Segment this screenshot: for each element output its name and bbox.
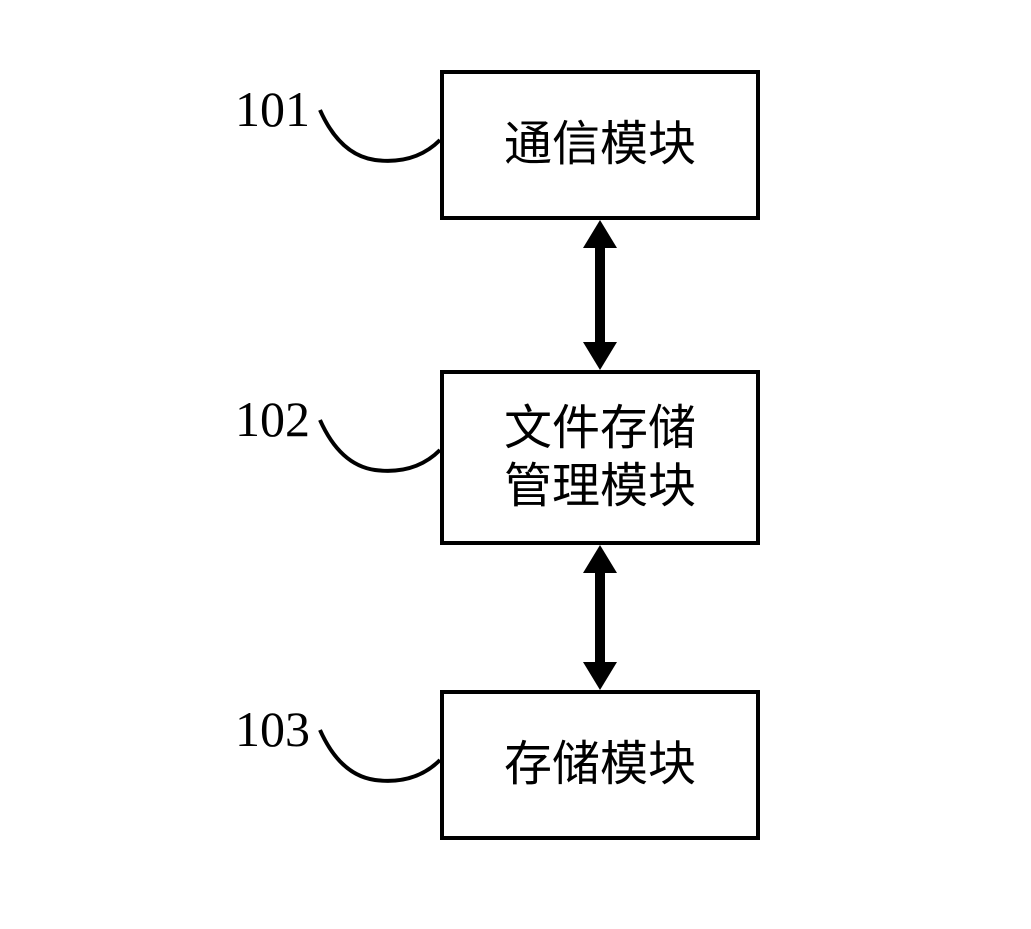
diagram-container: 通信模块 文件存储 管理模块 存储模块 101 102 103 [180,50,880,880]
node-label: 存储模块 [504,736,696,794]
connector-curve-102 [315,415,445,485]
node-storage-module: 存储模块 [440,690,760,840]
node-communication-module: 通信模块 [440,70,760,220]
ref-label-101: 101 [235,80,310,138]
node-label: 通信模块 [504,116,696,174]
node-file-storage-management-module: 文件存储 管理模块 [440,370,760,545]
node-label: 文件存储 管理模块 [504,400,696,515]
ref-label-102: 102 [235,390,310,448]
ref-label-103: 103 [235,700,310,758]
connector-curve-101 [315,105,445,175]
arrow-node1-node2 [575,220,625,370]
arrow-node2-node3 [575,545,625,690]
connector-curve-103 [315,725,445,795]
